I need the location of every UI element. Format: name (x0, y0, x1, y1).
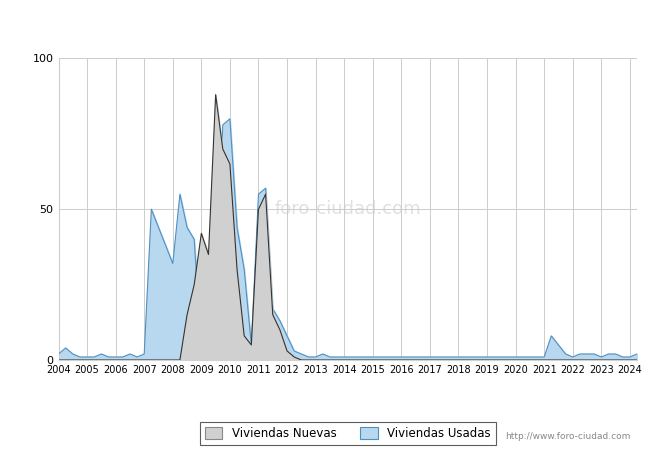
Text: foro-ciudad.com: foro-ciudad.com (274, 200, 421, 218)
Legend: Viviendas Nuevas, Viviendas Usadas: Viviendas Nuevas, Viviendas Usadas (200, 422, 495, 445)
Text: Lozoya - Evolucion del Nº de Transacciones Inmobiliarias: Lozoya - Evolucion del Nº de Transaccion… (91, 17, 559, 32)
Text: http://www.foro-ciudad.com: http://www.foro-ciudad.com (505, 432, 630, 441)
